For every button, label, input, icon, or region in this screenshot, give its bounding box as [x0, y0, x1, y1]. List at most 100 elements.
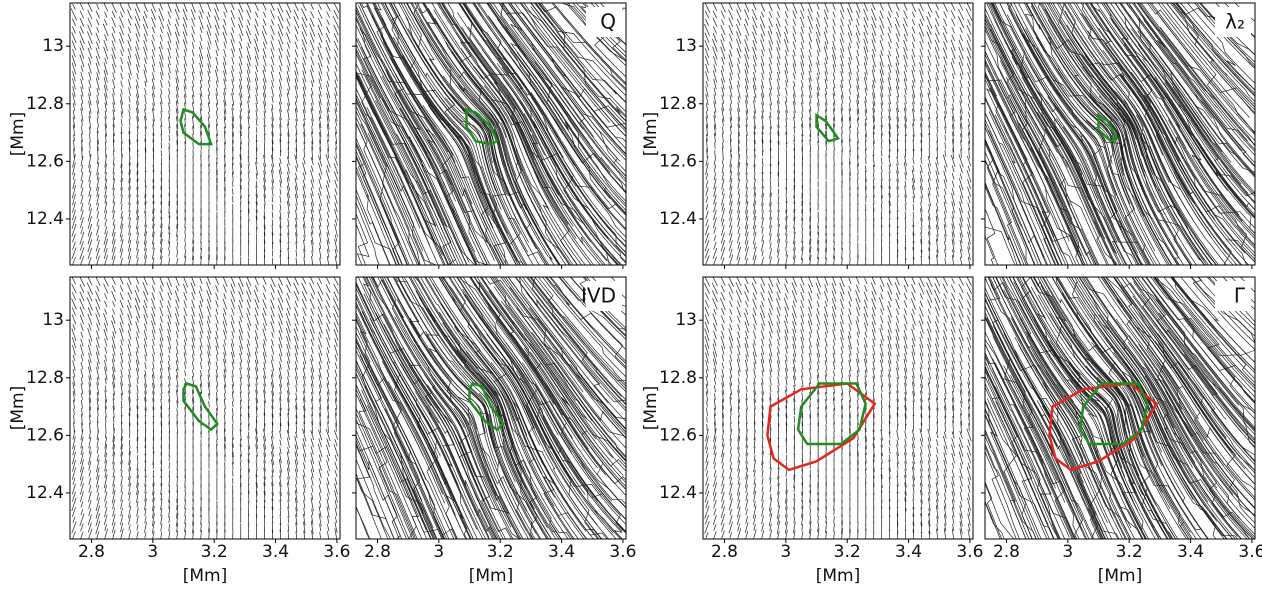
vector [809, 95, 810, 103]
vector [81, 195, 83, 204]
vector [89, 72, 91, 80]
vector [80, 11, 84, 19]
vector [722, 203, 724, 211]
vector [311, 11, 314, 18]
streamlines [71, 0, 339, 267]
vector [81, 377, 82, 384]
vector [296, 119, 297, 126]
vector [279, 354, 281, 362]
vector [319, 4, 322, 10]
vector [722, 439, 724, 447]
vector [904, 65, 906, 73]
vector [287, 18, 290, 26]
vector [722, 19, 725, 25]
vector [730, 324, 732, 331]
vector [945, 241, 946, 250]
vector [824, 276, 828, 286]
vector [286, 32, 290, 42]
vector [295, 34, 297, 40]
vector [303, 444, 306, 458]
vector [208, 316, 210, 323]
vector [833, 12, 835, 18]
vector [327, 57, 329, 64]
vector [129, 119, 130, 126]
vector [335, 338, 338, 346]
vector [905, 95, 907, 104]
vector [722, 258, 724, 265]
vector [111, 320, 115, 333]
vector [137, 385, 138, 393]
vector [113, 196, 114, 204]
vector [121, 211, 122, 219]
x-tick-label: 3 [433, 542, 444, 562]
vector [754, 96, 755, 102]
vector [801, 292, 804, 301]
vector [96, 225, 99, 235]
vector [224, 393, 225, 400]
vector [334, 10, 338, 19]
vector [320, 532, 321, 538]
vector [145, 532, 146, 538]
vector [951, 10, 955, 19]
vector [786, 96, 787, 102]
vector [920, 19, 923, 26]
vector [137, 126, 138, 134]
y-tick-label: 12.4 [26, 483, 64, 503]
vector [722, 219, 724, 226]
vector [296, 204, 297, 211]
vector [312, 119, 313, 126]
vector [327, 471, 329, 477]
vector [333, 16, 339, 28]
vector [272, 332, 274, 338]
vector [793, 11, 796, 19]
vector [705, 307, 709, 316]
vector [286, 328, 290, 341]
vector [793, 41, 796, 49]
vector [177, 250, 178, 258]
vector [152, 292, 155, 300]
vector [272, 187, 273, 196]
vector [224, 399, 225, 409]
vector [89, 477, 91, 485]
vector [303, 462, 305, 469]
vector [121, 57, 123, 64]
vector [714, 531, 717, 538]
vector [81, 103, 82, 110]
vector [730, 477, 732, 485]
y-axis-label: [Mm] [8, 386, 28, 431]
vector [746, 415, 747, 424]
vector [745, 19, 748, 26]
vector [295, 353, 297, 362]
vector [801, 73, 803, 80]
vector [81, 65, 83, 71]
vector [120, 12, 122, 18]
streamlines [343, 0, 640, 278]
vector [945, 249, 946, 257]
vector [263, 299, 267, 309]
vector [327, 65, 329, 71]
vector [706, 211, 709, 219]
vector [304, 500, 305, 508]
vector [121, 258, 123, 265]
vector [184, 307, 187, 316]
vector [713, 39, 718, 52]
vector [738, 370, 739, 377]
vector [833, 64, 835, 72]
vector [97, 111, 98, 118]
vector [896, 42, 898, 48]
vector [952, 165, 954, 172]
vector [137, 501, 138, 507]
vector [80, 4, 83, 10]
vector [842, 127, 843, 134]
vector [817, 330, 820, 340]
vector [706, 500, 709, 508]
vector [310, 277, 314, 284]
vector [169, 81, 170, 87]
vector [145, 362, 146, 369]
vector [777, 346, 779, 354]
vector [327, 347, 329, 353]
vector [72, 26, 75, 33]
x-tick-label: 3 [147, 542, 158, 562]
vector [129, 96, 130, 102]
vector [707, 408, 708, 416]
